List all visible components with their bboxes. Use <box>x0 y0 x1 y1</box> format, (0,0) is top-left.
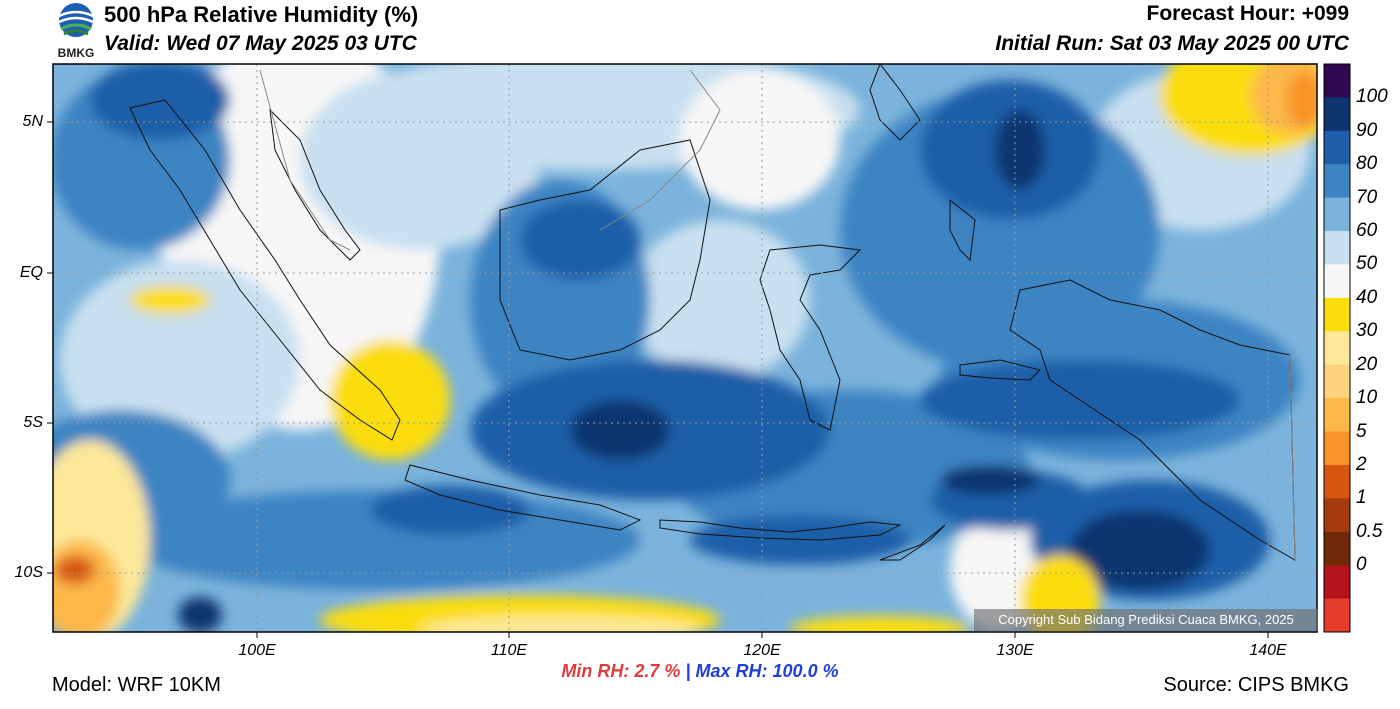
lat-label-eq: EQ <box>19 264 43 281</box>
lon-label-110e: 110E <box>490 642 528 659</box>
model-label: Model: WRF 10KM <box>52 674 221 696</box>
lon-label-120e: 120E <box>743 642 781 659</box>
colorbar-swatch <box>1324 264 1350 299</box>
colorbar-swatch <box>1324 64 1350 98</box>
colorbar-label: 70 <box>1356 186 1378 208</box>
colorbar-label: 40 <box>1356 286 1378 308</box>
lat-label-10s: 10S <box>14 564 43 581</box>
initial-run: Initial Run: Sat 03 May 2025 00 UTC <box>995 32 1349 55</box>
rh-stats: Min RH: 2.7 % | Max RH: 100.0 % <box>0 661 1400 682</box>
grid-lines <box>53 64 1317 632</box>
colorbar-swatch <box>1324 531 1350 566</box>
max-rh-label: Max RH: <box>695 661 768 681</box>
bmkg-logo: BMKG <box>58 3 95 60</box>
colorbar-frame <box>1323 63 1351 633</box>
colorbar-swatch <box>1324 431 1350 466</box>
colorbar-swatch <box>1324 130 1350 165</box>
lat-label-5n: 5N <box>22 113 43 130</box>
colorbar-label: 20 <box>1356 353 1378 375</box>
colorbar-swatch <box>1324 498 1350 533</box>
min-rh-value: 2.7 % <box>634 661 681 681</box>
colorbar-swatch <box>1324 398 1350 433</box>
colorbar-label: 5 <box>1356 420 1367 442</box>
source-label: Source: CIPS BMKG <box>1163 674 1349 696</box>
min-rh-label: Min RH: <box>561 661 630 681</box>
colorbar-swatch <box>1324 231 1350 265</box>
lon-label-130e: 130E <box>996 642 1034 659</box>
axis-ticks <box>47 121 1269 638</box>
colorbar-swatch <box>1324 297 1350 332</box>
colorbar-label: 10 <box>1356 387 1378 409</box>
colorbar <box>1323 63 1351 633</box>
max-rh-value: 100.0 % <box>772 661 839 681</box>
colorbar-label: 50 <box>1356 253 1378 275</box>
colorbar-swatch <box>1324 598 1350 633</box>
copyright-banner: Copyright Sub Bidang Prediksi Cuaca BMKG… <box>974 609 1318 631</box>
colorbar-swatch <box>1324 97 1350 132</box>
humidity-field <box>53 64 1317 632</box>
lat-label-5s: 5S <box>23 414 43 431</box>
colorbar-label: 80 <box>1356 153 1378 175</box>
logo-text: BMKG <box>58 46 95 60</box>
valid-time: Valid: Wed 07 May 2025 03 UTC <box>104 32 417 55</box>
forecast-hour: Forecast Hour: +099 <box>1146 2 1350 25</box>
colorbar-label: 90 <box>1356 119 1378 141</box>
colorbar-swatch <box>1324 331 1350 366</box>
map-frame <box>52 63 1318 633</box>
colorbar-label: 1 <box>1356 487 1367 509</box>
colorbar-label: 60 <box>1356 220 1378 242</box>
colorbar-label: 30 <box>1356 320 1378 342</box>
coastlines <box>129 64 1296 561</box>
colorbar-label: 0.5 <box>1356 520 1383 542</box>
colorbar-label: 100 <box>1356 86 1388 108</box>
borders <box>259 69 1296 561</box>
colorbar-swatch <box>1324 464 1350 499</box>
colorbar-label: 0 <box>1356 554 1367 576</box>
colorbar-swatch <box>1324 364 1350 399</box>
lon-label-140e: 140E <box>1249 642 1287 659</box>
map-title: 500 hPa Relative Humidity (%) <box>104 2 419 27</box>
colorbar-swatch <box>1324 565 1350 600</box>
colorbar-swatch <box>1324 164 1350 199</box>
colorbar-label: 2 <box>1356 453 1367 475</box>
lon-label-100e: 100E <box>238 642 276 659</box>
colorbar-swatch <box>1324 197 1350 232</box>
stats-separator: | <box>685 661 691 681</box>
